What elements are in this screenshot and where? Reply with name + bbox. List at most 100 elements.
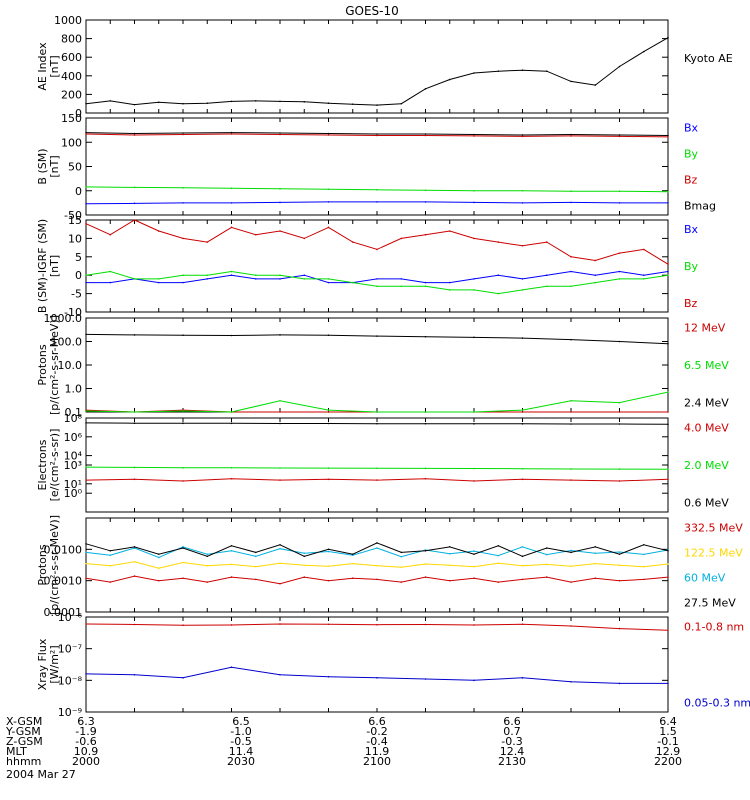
data-point [351, 103, 354, 105]
data-point [521, 69, 524, 72]
data-point [400, 555, 403, 558]
data-point [545, 274, 548, 277]
data-point [642, 543, 645, 546]
data-point [109, 100, 112, 102]
data-point [570, 680, 572, 683]
panel-frame [85, 616, 669, 713]
data-point [376, 201, 378, 203]
y-axis-label: [W/m²] [48, 645, 61, 683]
data-point [376, 335, 378, 337]
data-point [327, 467, 330, 469]
data-point [618, 480, 621, 482]
data-point [376, 134, 378, 137]
data-point [157, 230, 160, 232]
data-point [133, 478, 136, 481]
footer-row-label: X-GSM [6, 715, 42, 728]
data-point [85, 551, 87, 554]
legend-label: 12 MeV [684, 321, 726, 334]
data-point [667, 202, 669, 204]
data-point [279, 422, 281, 425]
data-point [521, 278, 524, 280]
data-point [521, 289, 524, 291]
data-point [667, 263, 669, 265]
data-point [327, 411, 330, 413]
data-point [230, 133, 233, 135]
data-point [424, 422, 427, 425]
panel-frame [85, 417, 669, 513]
data-point [570, 201, 572, 204]
data-point [570, 479, 572, 481]
data-point [109, 233, 112, 236]
data-point [400, 278, 403, 280]
data-point [279, 334, 281, 336]
data-point [230, 334, 233, 337]
legend-label: By [684, 260, 699, 273]
data-point [279, 230, 281, 232]
data-point [157, 278, 160, 280]
data-point [133, 278, 136, 280]
data-point [642, 248, 645, 251]
data-point [424, 411, 427, 413]
y-axis-label: [nT] [48, 155, 61, 177]
data-point [254, 233, 257, 236]
data-point [327, 334, 330, 337]
data-point [667, 342, 669, 345]
data-point [157, 567, 160, 569]
y-tick-label: 800 [61, 33, 82, 46]
data-point [157, 553, 160, 555]
data-point [182, 334, 184, 337]
data-point [448, 579, 451, 582]
legend-label: Bx [684, 122, 699, 135]
legend-label: 60 MeV [684, 572, 726, 585]
data-point [618, 202, 621, 204]
data-point [327, 201, 330, 203]
data-point [182, 202, 184, 204]
data-point [351, 281, 354, 284]
data-point [545, 553, 548, 556]
y-tick-label: 10⁻⁷ [58, 643, 82, 656]
y-tick-label: 10⁻⁸ [58, 674, 83, 687]
data-point [400, 102, 403, 105]
data-point [376, 564, 378, 567]
data-point [230, 202, 233, 204]
data-point [400, 551, 403, 554]
y-tick-label: 100.0 [51, 336, 83, 349]
y-axis-label: [p/(cm²-s-sr-MeV)] [48, 315, 61, 415]
data-point [376, 411, 378, 413]
footer-table: X-GSM 6.3 6.5 6.6 6.6 6.4 Y-GSM -1.9 -1.0 -0.2 0.7… [5, 715, 682, 781]
series-line [85, 666, 668, 684]
legend-label: 332.5 MeV [684, 521, 743, 534]
data-point [279, 201, 281, 204]
data-point [521, 677, 524, 679]
data-point [85, 577, 87, 579]
data-point [109, 549, 112, 552]
data-point [570, 565, 572, 567]
panel-frame [85, 317, 669, 413]
data-point [570, 399, 572, 402]
data-point [206, 564, 209, 567]
data-point [424, 88, 427, 90]
data-point [279, 582, 281, 585]
data-point [85, 562, 87, 565]
data-point [473, 480, 475, 482]
data-point [327, 226, 330, 229]
data-point [206, 553, 209, 555]
y-tick-label: 100 [61, 136, 82, 149]
data-point [327, 134, 330, 136]
data-point [618, 135, 621, 138]
data-point [182, 577, 184, 579]
data-point [279, 673, 281, 676]
data-point [157, 556, 160, 559]
data-point [376, 248, 378, 251]
data-point [618, 682, 621, 685]
y-tick-label: 400 [61, 70, 82, 83]
data-point [424, 201, 427, 203]
y-tick-label: 10.0 [58, 359, 83, 372]
y-tick-label: 0.0010 [44, 575, 83, 588]
footer-value: 1.5 [659, 725, 677, 738]
data-point [618, 65, 621, 68]
y-tick-label: 1000 [54, 14, 82, 27]
footer-value: 11.9 [365, 745, 390, 758]
